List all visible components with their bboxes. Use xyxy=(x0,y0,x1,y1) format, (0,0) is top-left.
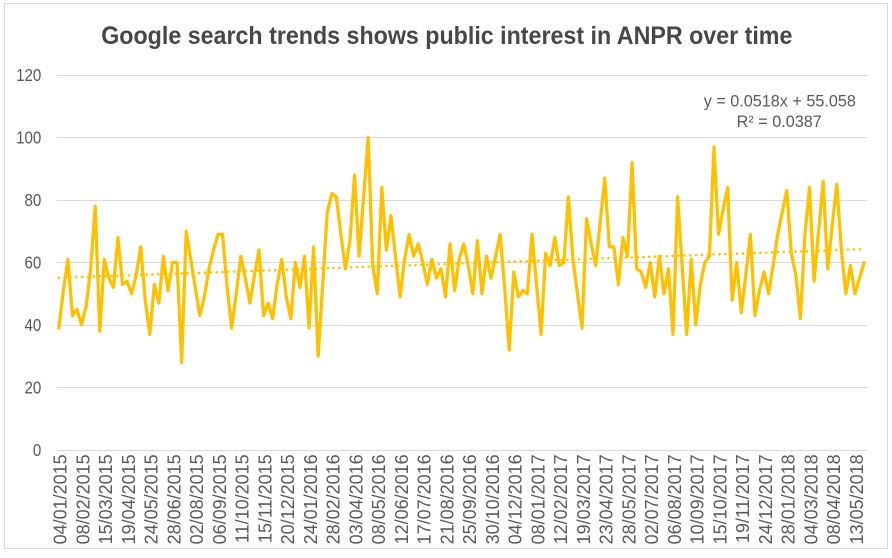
svg-text:08/05/2016: 08/05/2016 xyxy=(369,454,389,544)
svg-text:24/05/2015: 24/05/2015 xyxy=(142,454,162,544)
svg-text:04/01/2015: 04/01/2015 xyxy=(51,454,71,544)
svg-text:19/04/2015: 19/04/2015 xyxy=(119,454,139,544)
svg-text:06/09/2015: 06/09/2015 xyxy=(210,454,230,544)
svg-text:19/03/2017: 19/03/2017 xyxy=(574,454,594,544)
svg-text:20/12/2015: 20/12/2015 xyxy=(278,454,298,544)
svg-text:17/07/2016: 17/07/2016 xyxy=(415,454,435,544)
svg-text:28/05/2017: 28/05/2017 xyxy=(619,454,639,544)
svg-text:15/11/2015: 15/11/2015 xyxy=(255,454,275,543)
svg-text:08/04/2018: 08/04/2018 xyxy=(824,454,844,544)
svg-text:21/08/2016: 21/08/2016 xyxy=(437,454,457,544)
svg-text:04/12/2016: 04/12/2016 xyxy=(506,454,526,544)
svg-text:10/09/2017: 10/09/2017 xyxy=(688,454,708,544)
svg-text:40: 40 xyxy=(24,315,41,336)
svg-text:y = 0.0518x + 55.058: y = 0.0518x + 55.058 xyxy=(704,93,856,111)
svg-text:12/06/2016: 12/06/2016 xyxy=(392,454,412,544)
svg-text:28/06/2015: 28/06/2015 xyxy=(164,454,184,544)
svg-text:25/09/2016: 25/09/2016 xyxy=(460,454,480,544)
svg-text:15/10/2017: 15/10/2017 xyxy=(710,454,730,544)
svg-text:80: 80 xyxy=(24,190,41,211)
svg-text:60: 60 xyxy=(24,252,41,273)
svg-text:04/03/2018: 04/03/2018 xyxy=(801,454,821,544)
svg-text:30/10/2016: 30/10/2016 xyxy=(483,454,503,544)
svg-text:15/03/2015: 15/03/2015 xyxy=(96,454,116,544)
svg-text:28/01/2018: 28/01/2018 xyxy=(779,454,799,544)
svg-text:06/08/2017: 06/08/2017 xyxy=(665,454,685,544)
svg-text:11/10/2015: 11/10/2015 xyxy=(233,454,253,543)
svg-text:02/07/2017: 02/07/2017 xyxy=(642,454,662,544)
svg-text:0: 0 xyxy=(33,440,41,461)
svg-text:08/01/2017: 08/01/2017 xyxy=(528,454,548,544)
svg-text:R² = 0.0387: R² = 0.0387 xyxy=(737,113,822,131)
svg-text:24/01/2016: 24/01/2016 xyxy=(301,454,321,544)
svg-text:28/02/2016: 28/02/2016 xyxy=(324,454,344,544)
svg-text:08/02/2015: 08/02/2015 xyxy=(73,454,93,544)
svg-text:100: 100 xyxy=(16,127,41,148)
svg-text:23/04/2017: 23/04/2017 xyxy=(597,454,617,544)
svg-text:20: 20 xyxy=(24,377,41,398)
svg-text:13/05/2018: 13/05/2018 xyxy=(847,454,867,544)
svg-text:19/11/2017: 19/11/2017 xyxy=(733,454,753,543)
svg-text:Google search trends shows pub: Google search trends shows public intere… xyxy=(101,22,792,50)
svg-text:12/02/2017: 12/02/2017 xyxy=(551,454,571,544)
svg-text:120: 120 xyxy=(16,65,41,86)
svg-text:03/04/2016: 03/04/2016 xyxy=(346,454,366,544)
svg-text:24/12/2017: 24/12/2017 xyxy=(756,454,776,544)
svg-text:02/08/2015: 02/08/2015 xyxy=(187,454,207,544)
